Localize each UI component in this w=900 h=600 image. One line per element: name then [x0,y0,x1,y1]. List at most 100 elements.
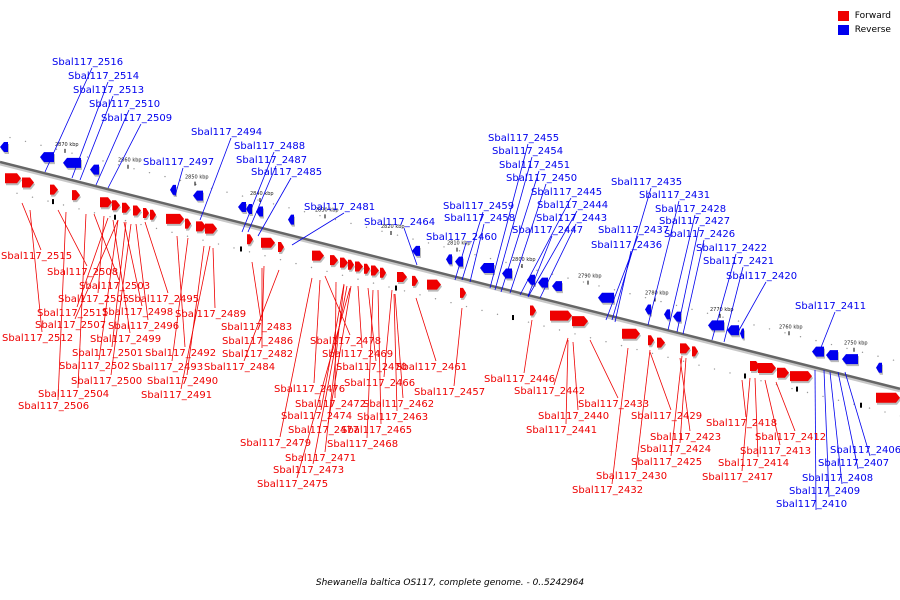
gene-labels[interactable]: Sbal117_2516 Sbal117_2514 Sbal117_2513 Sbal… [1,57,900,510]
gene-label-sbal117-2432[interactable]: Sbal117_2432 [572,485,643,496]
gene-label-sbal117-2509[interactable]: Sbal117_2509 [101,113,172,124]
gene-label-sbal117-2466[interactable]: Sbal117_2466 [344,378,415,389]
gene-label-sbal117-2499[interactable]: Sbal117_2499 [90,334,161,345]
gene-label-sbal117-2414[interactable]: Sbal117_2414 [718,458,789,469]
gene-label-sbal117-2412[interactable]: Sbal117_2412 [755,432,826,443]
gene-arrow[interactable] [777,367,789,378]
gene-label-sbal117-2482[interactable]: Sbal117_2482 [222,349,293,360]
gene-arrow[interactable] [758,363,776,374]
gene-label-sbal117-2442[interactable]: Sbal117_2442 [514,386,585,397]
gene-arrow[interactable] [371,265,379,276]
gene-label-sbal117-2443[interactable]: Sbal117_2443 [536,213,607,224]
gene-label-sbal117-2425[interactable]: Sbal117_2425 [631,457,702,468]
gene-label-sbal117-2478[interactable]: Sbal117_2478 [310,336,381,347]
gene-label-sbal117-2445[interactable]: Sbal117_2445 [531,187,602,198]
gene-arrow[interactable] [876,392,900,403]
gene-label-sbal117-2476[interactable]: Sbal117_2476 [274,384,345,395]
gene-label-sbal117-2421[interactable]: Sbal117_2421 [703,256,774,267]
gene-label-sbal117-2435[interactable]: Sbal117_2435 [611,177,682,188]
gene-label-sbal117-2494[interactable]: Sbal117_2494 [191,127,262,138]
gene-label-sbal117-2461[interactable]: Sbal117_2461 [396,362,467,373]
gene-label-sbal117-2463[interactable]: Sbal117_2463 [357,412,428,423]
gene-label-sbal117-2479[interactable]: Sbal117_2479 [240,438,311,449]
gene-arrow[interactable] [247,234,253,245]
gene-arrow[interactable] [480,262,494,273]
gene-arrow[interactable] [727,325,739,336]
gene-label-sbal117-2516[interactable]: Sbal117_2516 [52,57,123,68]
gene-arrow[interactable] [122,202,130,213]
gene-arrow[interactable] [692,346,698,357]
gene-label-sbal117-2505[interactable]: Sbal117_2505 [58,294,129,305]
gene-label-sbal117-2514[interactable]: Sbal117_2514 [68,71,139,82]
gene-label-sbal117-2483[interactable]: Sbal117_2483 [221,322,292,333]
gene-arrow[interactable] [460,287,466,298]
gene-arrow[interactable] [826,350,838,361]
gene-arrow[interactable] [552,281,562,292]
gene-label-sbal117-2447[interactable]: Sbal117_2447 [512,225,583,236]
gene-arrow[interactable] [598,292,614,303]
gene-arrow[interactable] [412,245,420,256]
gene-label-sbal117-2491[interactable]: Sbal117_2491 [141,390,212,401]
gene-arrow[interactable] [112,200,120,211]
gene-label-sbal117-2464[interactable]: Sbal117_2464 [364,217,435,228]
gene-label-sbal117-2500[interactable]: Sbal117_2500 [71,376,142,387]
gene-label-sbal117-2477[interactable]: Sbal117_2477 [288,425,359,436]
gene-label-sbal117-2454[interactable]: Sbal117_2454 [492,146,563,157]
gene-arrow[interactable] [143,208,149,219]
gene-label-sbal117-2457[interactable]: Sbal117_2457 [414,387,485,398]
gene-arrow[interactable] [100,197,112,208]
gene-arrow[interactable] [261,237,275,248]
gene-arrow[interactable] [648,335,654,346]
gene-label-sbal117-2481[interactable]: Sbal117_2481 [304,202,375,213]
gene-label-sbal117-2465[interactable]: Sbal117_2465 [341,425,412,436]
gene-label-sbal117-2510[interactable]: Sbal117_2510 [89,99,160,110]
gene-label-sbal117-2488[interactable]: Sbal117_2488 [234,141,305,152]
gene-label-sbal117-2426[interactable]: Sbal117_2426 [664,229,735,240]
gene-label-sbal117-2474[interactable]: Sbal117_2474 [281,411,352,422]
gene-arrow[interactable] [238,201,246,212]
gene-label-sbal117-2472[interactable]: Sbal117_2472 [295,399,366,410]
gene-arrow[interactable] [312,250,324,261]
gene-arrow[interactable] [790,371,812,382]
gene-arrow[interactable] [550,310,572,321]
gene-label-sbal117-2411[interactable]: Sbal117_2411 [795,301,866,312]
gene-label-sbal117-2451[interactable]: Sbal117_2451 [499,160,570,171]
gene-arrow[interactable] [150,209,156,220]
gene-label-sbal117-2408[interactable]: Sbal117_2408 [802,473,873,484]
gene-arrow[interactable] [538,277,548,288]
gene-label-sbal117-2495[interactable]: Sbal117_2495 [128,294,199,305]
gene-label-sbal117-2424[interactable]: Sbal117_2424 [640,444,711,455]
gene-label-sbal117-2418[interactable]: Sbal117_2418 [706,418,777,429]
gene-arrow[interactable] [622,328,640,339]
gene-label-sbal117-2504[interactable]: Sbal117_2504 [38,389,109,400]
gene-label-sbal117-2497[interactable]: Sbal117_2497 [143,157,214,168]
gene-label-sbal117-2417[interactable]: Sbal117_2417 [702,472,773,483]
gene-arrow[interactable] [90,164,99,175]
gene-label-sbal117-2460[interactable]: Sbal117_2460 [426,232,497,243]
gene-arrow[interactable] [645,304,651,315]
gene-label-sbal117-2428[interactable]: Sbal117_2428 [655,204,726,215]
gene-label-sbal117-2513[interactable]: Sbal117_2513 [73,85,144,96]
gene-arrow[interactable] [740,328,744,339]
gene-label-sbal117-2512[interactable]: Sbal117_2512 [2,333,73,344]
gene-arrow[interactable] [22,177,34,188]
gene-arrow[interactable] [0,142,8,152]
gene-label-sbal117-2503[interactable]: Sbal117_2503 [79,281,150,292]
gene-label-sbal117-2430[interactable]: Sbal117_2430 [596,471,667,482]
gene-label-sbal117-2429[interactable]: Sbal117_2429 [631,411,702,422]
gene-label-sbal117-2459[interactable]: Sbal117_2459 [443,201,514,212]
gene-label-sbal117-2486[interactable]: Sbal117_2486 [222,336,293,347]
gene-label-sbal117-2470[interactable]: Sbal117_2470 [336,362,407,373]
gene-label-sbal117-2502[interactable]: Sbal117_2502 [59,361,130,372]
gene-label-sbal117-2484[interactable]: Sbal117_2484 [204,362,275,373]
gene-label-sbal117-2410[interactable]: Sbal117_2410 [776,499,847,510]
gene-arrow[interactable] [812,346,824,357]
gene-label-sbal117-2458[interactable]: Sbal117_2458 [444,213,515,224]
gene-arrow[interactable] [750,361,760,371]
gene-arrow[interactable] [364,263,370,274]
gene-arrow[interactable] [278,242,284,253]
gene-label-sbal117-2444[interactable]: Sbal117_2444 [537,200,608,211]
gene-label-sbal117-2420[interactable]: Sbal117_2420 [726,271,797,282]
gene-arrow[interactable] [397,272,407,283]
gene-arrow[interactable] [530,305,536,316]
